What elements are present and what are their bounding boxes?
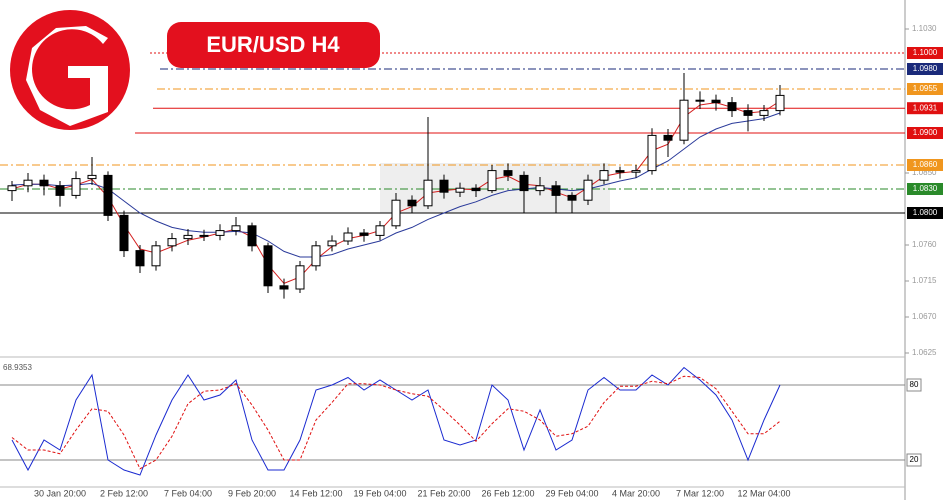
- y-tick-label: 1.0625: [912, 348, 937, 357]
- candle-body: [391, 199, 401, 227]
- x-tick-label: 21 Feb 20:00: [417, 488, 470, 498]
- x-tick-label: 19 Feb 04:00: [353, 488, 406, 498]
- stochastic-level-box: [906, 453, 922, 467]
- level-label-box: [907, 47, 943, 59]
- candle-body: [199, 234, 209, 237]
- candle-body: [439, 179, 449, 193]
- candle-body: [311, 245, 321, 267]
- x-tick-label: 7 Mar 12:00: [676, 488, 724, 498]
- candle-body: [119, 214, 129, 252]
- candle-body: [375, 225, 385, 236]
- x-tick-label: 29 Feb 04:00: [545, 488, 598, 498]
- x-tick-label: 2 Feb 12:00: [100, 488, 148, 498]
- y-tick-label: 1.1030: [912, 24, 937, 33]
- level-label: 1.0800: [913, 208, 938, 217]
- y-tick-label: 80: [910, 380, 919, 389]
- y-tick-label: 1.0850: [912, 168, 937, 177]
- y-tick-label: 1.0715: [912, 276, 937, 285]
- candle-body: [695, 99, 705, 102]
- candle-body: [487, 170, 497, 192]
- candle-body: [55, 185, 65, 196]
- candle-body: [679, 99, 689, 141]
- x-tick-label: 12 Mar 04:00: [737, 488, 790, 498]
- stochastic-value: 68.9353: [3, 363, 32, 372]
- stochastic-line: [11, 375, 781, 470]
- candle-body: [231, 225, 241, 232]
- level-label-box: [907, 207, 943, 219]
- logo-mark: [26, 26, 108, 126]
- x-tick-label: 4 Mar 20:00: [612, 488, 660, 498]
- candle-body: [103, 174, 113, 216]
- candle-body: [599, 170, 609, 181]
- level-label-box: [907, 159, 943, 171]
- candle-body: [23, 179, 33, 187]
- candle-body: [503, 170, 513, 176]
- candle-body: [455, 187, 465, 193]
- x-tick-label: 7 Feb 04:00: [164, 488, 212, 498]
- candle-body: [87, 174, 97, 180]
- x-tick-label: 14 Feb 12:00: [289, 488, 342, 498]
- candle-body: [327, 240, 337, 247]
- candle-body: [151, 245, 161, 267]
- candle-body: [663, 134, 673, 141]
- candle-body: [71, 178, 81, 196]
- candle-body: [407, 199, 417, 207]
- candle-body: [567, 194, 577, 201]
- y-tick-label: 20: [910, 455, 919, 464]
- candle-body: [727, 102, 737, 112]
- candle-body: [39, 179, 49, 187]
- candle-body: [183, 234, 193, 240]
- level-label: 1.0955: [913, 84, 938, 93]
- level-label: 1.0900: [913, 128, 938, 137]
- logo: [10, 10, 130, 130]
- candle-body: [551, 185, 561, 196]
- candle-body: [247, 225, 257, 247]
- level-label-box: [907, 83, 943, 95]
- y-tick-label: 1.0670: [912, 312, 937, 321]
- candle-body: [775, 94, 785, 112]
- chart-title: EUR/USD H4: [206, 32, 340, 57]
- candle-body: [519, 174, 529, 192]
- candle-body: [167, 238, 177, 247]
- candle-body: [615, 170, 625, 173]
- candle-body: [535, 185, 545, 192]
- y-tick-label: 1.0760: [912, 240, 937, 249]
- candle-body: [359, 232, 369, 236]
- x-tick-label: 26 Feb 12:00: [481, 488, 534, 498]
- candle-body: [583, 179, 593, 201]
- level-label: 1.1000: [913, 48, 938, 57]
- candle-body: [759, 110, 769, 116]
- candle-body: [743, 110, 753, 116]
- candle-body: [343, 232, 353, 242]
- x-tick-label: 9 Feb 20:00: [228, 488, 276, 498]
- candle-body: [471, 187, 481, 192]
- candle-body: [215, 230, 225, 236]
- candle-body: [135, 250, 145, 267]
- x-tick-label: 30 Jan 20:00: [34, 488, 86, 498]
- candle-body: [711, 99, 721, 104]
- candle-body: [7, 185, 17, 192]
- level-label-box: [907, 127, 943, 139]
- candle-body: [423, 179, 433, 207]
- plot: 1.1030 1.0850 1.0760 1.0715 1.0670 1.0625 1.10…: [0, 24, 943, 498]
- level-label: 1.0980: [913, 64, 938, 73]
- candle-body: [279, 285, 289, 290]
- level-label-box: [907, 183, 943, 195]
- level-label: 1.0931: [913, 103, 938, 112]
- level-label-box: [907, 63, 943, 75]
- level-label: 1.0860: [913, 160, 938, 169]
- candle-body: [263, 245, 273, 287]
- stochastic-line: [11, 366, 781, 476]
- candle-body: [647, 134, 657, 172]
- stochastic-level-box: [906, 378, 922, 392]
- candle-body: [631, 170, 641, 173]
- level-label: 1.0830: [913, 184, 938, 193]
- logo-inner: [50, 49, 88, 94]
- level-label-box: [907, 102, 943, 115]
- symbol-badge: [167, 22, 380, 68]
- candle-body: [295, 265, 305, 290]
